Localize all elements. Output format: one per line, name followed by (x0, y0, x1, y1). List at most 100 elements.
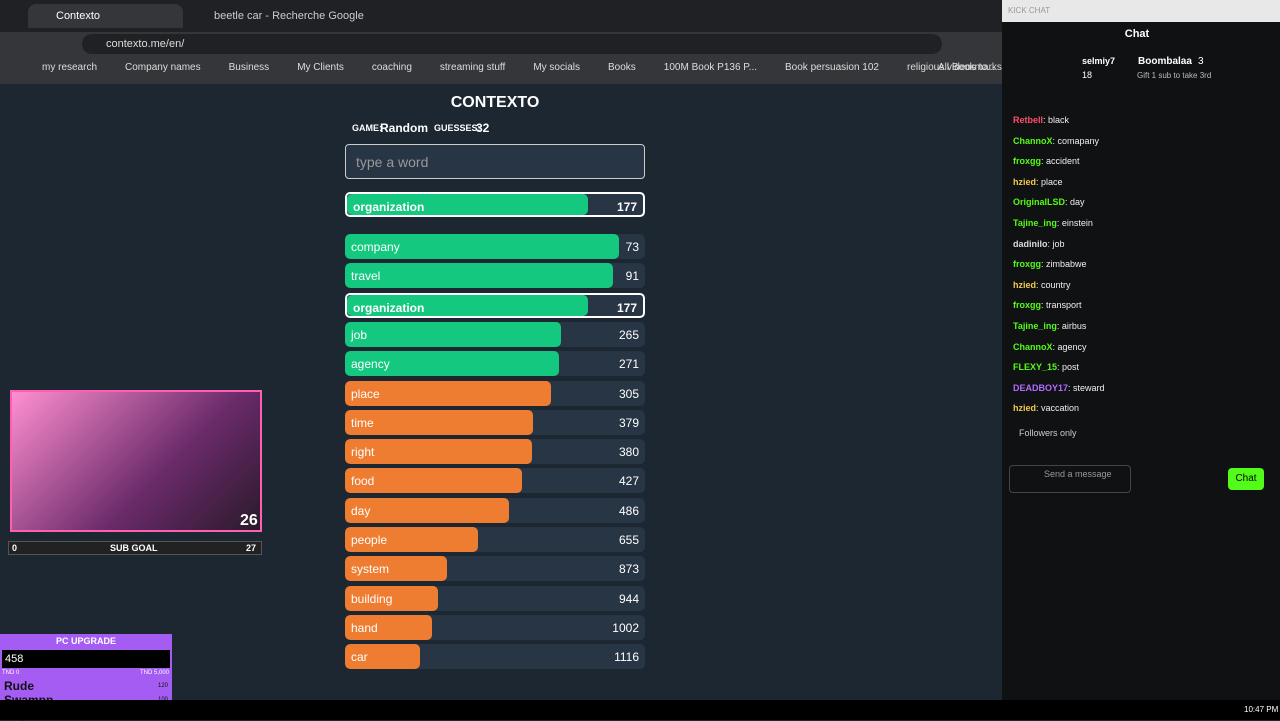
bookmark[interactable]: Business (228, 62, 270, 73)
clock: 10:47 PM (1244, 705, 1279, 714)
guess-word: organization (353, 300, 425, 315)
bookmark[interactable]: Company names (125, 62, 201, 73)
tab[interactable]: Contexto (28, 4, 183, 28)
guess-row: organization 177 (345, 292, 645, 318)
leader-amount: 120 (158, 683, 169, 689)
chat-user[interactable]: froxgg (1013, 259, 1041, 270)
chat-user[interactable]: hzied (1013, 176, 1037, 187)
guess-row: job 265 (345, 321, 645, 347)
guess-row: hand 1002 (345, 614, 645, 640)
chat-user[interactable]: Tajine_ing (1013, 321, 1057, 331)
guess-word: right (351, 445, 375, 460)
chat-user[interactable]: OriginalLSD (1013, 197, 1066, 208)
chat-send-button[interactable]: Chat (1228, 468, 1264, 490)
guess-word: car (351, 650, 368, 665)
guess-bar (347, 194, 588, 215)
guess-rank: 427 (618, 474, 639, 489)
chat-user[interactable]: FLEXY_15 (1013, 362, 1058, 373)
bookmark[interactable]: 100M Book P136 P... (663, 62, 758, 73)
taskbar (0, 700, 1280, 720)
guess-bar (347, 294, 588, 316)
guess-row: place 305 (345, 380, 645, 406)
bookmark[interactable]: All Bookmarks (938, 62, 1002, 73)
pc-max: TND 5,000 (140, 670, 170, 676)
guess-row: system 873 (345, 556, 645, 582)
bookmark[interactable]: streaming stuff (439, 62, 506, 73)
guess-bar (345, 351, 560, 377)
game-name: Random (380, 121, 428, 135)
guess-rank: 177 (616, 300, 637, 315)
guess-word: system (351, 562, 390, 577)
chat-user[interactable]: froxgg (1013, 300, 1041, 311)
pc-min: TND 0 (2, 670, 20, 676)
guess-word: hand (351, 620, 378, 635)
chat-input[interactable]: Send a message (1009, 465, 1131, 493)
guess-rank: 91 (625, 269, 639, 284)
guess-bar (345, 644, 421, 670)
guess-row: company 73 (345, 234, 645, 259)
pinned-note: Gift 1 sub to take 3rd (1137, 71, 1212, 80)
pc-amount: 458 (2, 650, 170, 668)
chat-text: : day (1065, 197, 1085, 208)
guess-row: day 486 (345, 497, 645, 523)
guess-word: people (351, 533, 388, 547)
guess-bar (345, 614, 432, 640)
guess-row: people 655 (345, 527, 645, 552)
chat-user[interactable]: Tajine_ing (1013, 218, 1057, 228)
pinned-user: selmiy7 (1082, 56, 1116, 66)
bookmark[interactable]: My Clients (297, 62, 344, 73)
chat-message: hzied: vaccation (1013, 403, 1079, 413)
chat-message: DEADBOY17: steward (1013, 383, 1105, 393)
guesses-count: 32 (476, 121, 490, 135)
chat-user[interactable]: dadinilo (1013, 238, 1048, 249)
chat-message: Tajine_ing: airbus (1013, 321, 1086, 331)
guess-bar (345, 380, 551, 406)
chat-text: : vaccation (1036, 403, 1080, 414)
guess-bar (345, 497, 510, 523)
chat-user[interactable]: hzied (1013, 279, 1037, 290)
chat-user[interactable]: ChannoX (1013, 135, 1053, 146)
guess-word: day (351, 503, 371, 518)
guess-row: building 944 (345, 585, 645, 611)
pinned-count: 18 (1082, 70, 1093, 80)
guess-word: place (351, 386, 380, 401)
guess-rank: 271 (618, 357, 639, 372)
guesses-label: GUESSES: (434, 123, 481, 133)
guess-rank: 944 (618, 591, 639, 606)
sub-goal-start: 0 (12, 543, 18, 553)
guess-bar (345, 556, 447, 582)
guess-rank: 873 (618, 562, 639, 577)
guess-bar (345, 234, 620, 259)
chat-window-title: KICK CHAT (1002, 0, 1280, 22)
guess-word: job (351, 327, 368, 342)
guess-row: time 379 (345, 409, 645, 435)
tab[interactable]: beetle car - Recherche Google (214, 10, 364, 22)
sub-goal-end: 27 (246, 543, 257, 553)
chat-text: : steward (1068, 382, 1105, 393)
chat-user[interactable]: hzied (1013, 403, 1037, 414)
chat-user[interactable]: ChannoX (1013, 341, 1053, 352)
bookmark[interactable]: my research (42, 62, 98, 73)
chat-message: froxgg: accident (1013, 156, 1080, 166)
game-label: GAME: (352, 123, 382, 133)
guess-row: right 380 (345, 439, 645, 465)
bookmark[interactable]: Book persuasion 102 (785, 62, 879, 73)
bookmark[interactable]: coaching (371, 62, 412, 73)
sub-goal-label: SUB GOAL (110, 543, 158, 553)
guess-word: organization (353, 200, 425, 214)
guess-word: building (351, 591, 393, 606)
guess-bar (345, 409, 533, 435)
address-bar[interactable]: contexto.me/en/ (82, 34, 942, 54)
guess-word: food (351, 474, 375, 489)
bookmark[interactable]: Books (608, 62, 636, 73)
chat-user[interactable]: DEADBOY17 (1013, 382, 1069, 393)
chat-user[interactable]: froxgg (1013, 156, 1041, 167)
word-input[interactable]: type a word (345, 144, 645, 179)
chat-message: ChannoX: agency (1013, 342, 1087, 352)
bookmark[interactable]: religious videos to... (906, 62, 996, 73)
bookmark[interactable]: My socials (533, 62, 580, 73)
chat-header: Chat (1124, 28, 1150, 40)
chat-user[interactable]: Retbell (1013, 115, 1044, 125)
